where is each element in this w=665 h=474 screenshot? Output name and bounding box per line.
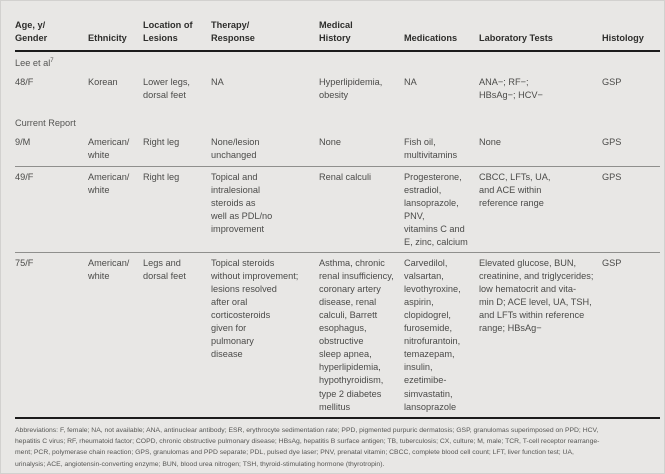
cell-location: Right leg <box>143 132 211 167</box>
cell-ethnicity: American/ white <box>88 166 143 253</box>
reference-superscript: 7 <box>50 58 54 65</box>
cell-medications: NA <box>404 77 417 88</box>
cell-age-gender: 75/F <box>15 252 88 419</box>
abbreviations-footnote: Abbreviations: F, female; NA, not availa… <box>15 419 655 471</box>
cell-history: None <box>319 132 404 167</box>
section-row-lee-et-al: Lee et al7 <box>15 51 660 72</box>
column-header-history: Medical History <box>319 17 404 53</box>
cell-labs: None <box>479 132 602 167</box>
section-label-text: Current Report <box>15 118 76 129</box>
cell-age-gender: 48/F <box>15 77 34 88</box>
column-header-location: Location of Lesions <box>143 17 211 53</box>
cell-history: Asthma, chronic renal insufficiency, cor… <box>319 252 404 419</box>
cell-medications: Fish oil, multivitamins <box>404 132 479 167</box>
cell-therapy: Topical and intralesional steroids as we… <box>211 166 319 253</box>
cell-location: Legs and dorsal feet <box>143 252 211 419</box>
cell-histology: GSP <box>602 77 622 88</box>
cell-histology: GSP <box>602 252 660 419</box>
header-row: Age, y/ Gender Ethnicity Location of Les… <box>15 17 660 53</box>
column-header-age-gender: Age, y/ Gender <box>15 17 88 53</box>
cell-ethnicity: Korean <box>88 77 118 88</box>
cell-ethnicity: American/ white <box>88 252 143 419</box>
cell-age-gender: 9/M <box>15 132 88 167</box>
cell-therapy: Topical steroids without improvement; le… <box>211 252 319 419</box>
cell-location: Right leg <box>143 166 211 253</box>
column-header-labs: Laboratory Tests <box>479 17 602 53</box>
table-row-49f: 49/F American/ white Right leg Topical a… <box>15 166 660 253</box>
table-row-9m: 9/M American/ white Right leg None/lesio… <box>15 132 660 167</box>
table-row-48f: 48/F Korean Lower legs, dorsal feet NA H… <box>15 72 660 112</box>
case-comparison-table: Age, y/ Gender Ethnicity Location of Les… <box>15 17 660 419</box>
cell-histology: GPS <box>602 132 660 167</box>
cell-location: Lower legs, dorsal feet <box>143 77 190 101</box>
column-header-therapy: Therapy/ Response <box>211 17 319 53</box>
cell-ethnicity: American/ white <box>88 132 143 167</box>
section-label: Lee et al7 <box>15 51 660 72</box>
cell-medications: Progesterone, estradiol, lansoprazole, P… <box>404 166 479 253</box>
cell-therapy: NA <box>211 77 224 88</box>
cell-labs: CBCC, LFTs, UA, and ACE within reference… <box>479 166 602 253</box>
footnote-line: ment; PCR, polymerase chain reaction; GP… <box>15 449 574 457</box>
cell-history: Hyperlipidemia, obesity <box>319 77 383 101</box>
section-label-text: Lee et al <box>15 58 51 69</box>
cell-medications: Carvedilol, valsartan, levothyroxine, as… <box>404 252 479 419</box>
section-label: Current Report <box>15 112 660 132</box>
cell-therapy: None/lesion unchanged <box>211 132 319 167</box>
column-header-ethnicity: Ethnicity <box>88 17 143 53</box>
footnote-line: hepatitis C virus; RF, rheumatoid factor… <box>15 438 600 446</box>
table-row-75f: 75/F American/ white Legs and dorsal fee… <box>15 252 660 419</box>
cell-labs: Elevated glucose, BUN, creatinine, and t… <box>479 252 602 419</box>
column-header-histology: Histology <box>602 17 660 53</box>
footnote-line: urinalysis; ACE, angiotensin-converting … <box>15 460 385 468</box>
cell-labs: ANA−; RF−; HBsAg−; HCV− <box>479 77 543 101</box>
cell-history: Renal calculi <box>319 166 404 253</box>
cell-age-gender: 49/F <box>15 166 88 253</box>
section-row-current-report: Current Report <box>15 112 660 132</box>
footnote-line: Abbreviations: F, female; NA, not availa… <box>15 426 599 434</box>
column-header-medications: Medications <box>404 17 479 53</box>
cell-histology: GPS <box>602 166 660 253</box>
